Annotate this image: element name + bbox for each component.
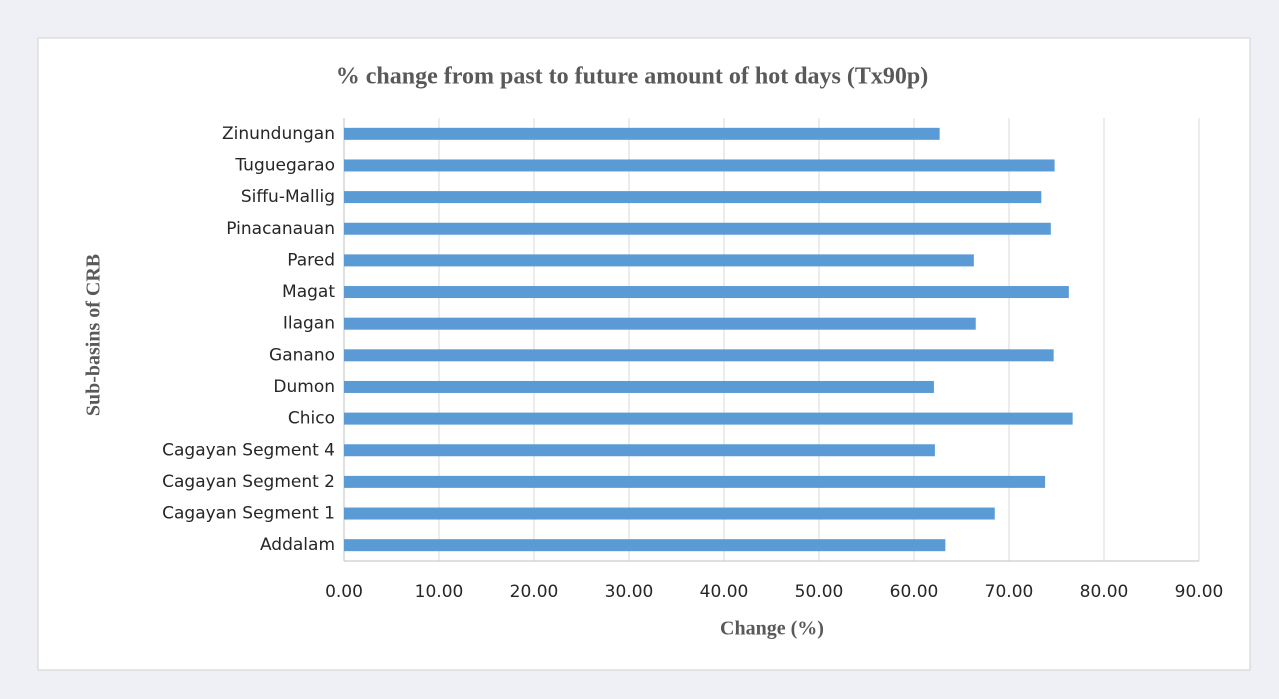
bar: [344, 475, 1046, 488]
x-tick-label: 70.00: [985, 582, 1034, 602]
y-tick-label: Pared: [287, 250, 335, 270]
x-tick-label: 30.00: [605, 582, 654, 602]
y-tick-label: Ganano: [269, 345, 335, 365]
bar: [344, 286, 1069, 299]
x-tick-label: 10.00: [415, 582, 464, 602]
bar: [344, 444, 935, 457]
bar: [344, 222, 1051, 235]
x-tick-label: 20.00: [510, 582, 559, 602]
y-tick-label: Cagayan Segment 4: [162, 440, 335, 460]
x-tick-label: 60.00: [890, 582, 939, 602]
x-tick-label: 0.00: [325, 582, 363, 602]
y-tick-label: Siffu-Mallig: [241, 187, 335, 207]
y-tick-label: Ilagan: [283, 314, 335, 334]
x-axis-label: Change (%): [720, 618, 824, 640]
y-tick-label: Addalam: [260, 535, 335, 555]
x-tick-label: 50.00: [795, 582, 844, 602]
bar: [344, 412, 1073, 425]
y-tick-label: Dumon: [273, 377, 335, 397]
y-tick-label: Pinacanauan: [226, 219, 335, 239]
chart-title: % change from past to future amount of h…: [336, 64, 928, 90]
y-tick-label: Tuguegarao: [234, 155, 335, 175]
y-tick-label: Chico: [288, 409, 335, 429]
y-tick-label: Cagayan Segment 1: [162, 504, 335, 524]
x-tick-label: 80.00: [1080, 582, 1129, 602]
y-tick-label: Cagayan Segment 2: [162, 472, 335, 492]
y-axis-label: Sub-basins of CRB: [83, 254, 105, 416]
bar: [344, 159, 1055, 172]
x-tick-label: 90.00: [1175, 582, 1224, 602]
bar: [344, 191, 1042, 204]
bar: [344, 254, 974, 267]
bar: [344, 349, 1054, 362]
bar: [344, 317, 976, 330]
y-tick-label: Magat: [282, 282, 335, 302]
y-tick-label: Zinundungan: [222, 124, 335, 144]
bar: [344, 507, 995, 520]
bar: [344, 539, 946, 552]
x-tick-label: 40.00: [700, 582, 749, 602]
bar: [344, 380, 934, 393]
bar: [344, 127, 940, 140]
